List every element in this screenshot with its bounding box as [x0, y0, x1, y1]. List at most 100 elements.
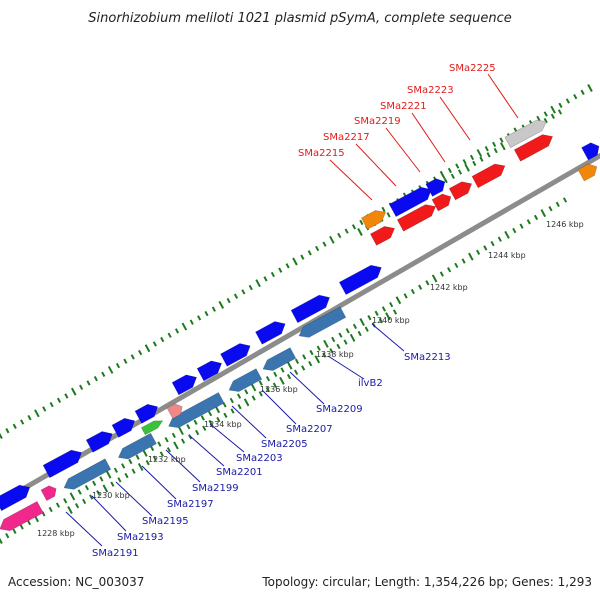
leader-bottom-2	[115, 481, 153, 517]
outer-upper-row-tick	[322, 241, 327, 247]
lower-inner-row-tick	[216, 416, 221, 423]
lower-inner-row-tick	[314, 355, 321, 364]
backbone-line	[0, 152, 600, 506]
outer-upper-row-tick	[462, 159, 467, 165]
lower-row-tick	[48, 506, 53, 513]
lower-inner-row-tick	[110, 481, 115, 487]
lower-row-tick	[178, 427, 184, 436]
outer-upper-row-tick	[101, 371, 106, 377]
outer-upper-row-tick	[211, 306, 216, 312]
leader-top-3	[411, 112, 446, 163]
lower-row-tick	[222, 402, 227, 408]
scale-label-1242: 1242 kbp	[430, 283, 468, 292]
lower-row-tick	[244, 389, 249, 395]
lower-inner-row-tick	[308, 360, 313, 367]
forward-gene-8	[255, 321, 286, 345]
leader-top-2	[385, 127, 421, 173]
lower-row-tick	[5, 532, 10, 539]
outer-upper-row-tick	[49, 401, 54, 408]
gene-label-sma2205: SMa2205	[261, 439, 308, 450]
lower-inner-row-tick	[195, 429, 200, 436]
inner-upper-row-tick	[557, 109, 563, 115]
lower-inner-row-tick	[237, 404, 242, 410]
lower-inner-row-tick	[294, 369, 299, 375]
lower-inner-row-tick	[385, 312, 391, 321]
lower-row-tick	[207, 410, 213, 417]
lower-row-tick	[77, 489, 82, 495]
lower-inner-row-tick	[378, 317, 383, 324]
outer-upper-row-tick	[27, 414, 32, 421]
lower-row-tick	[533, 214, 539, 221]
outer-upper-row-tick	[499, 137, 504, 143]
outer-upper-row-tick	[447, 167, 452, 174]
outer-upper-row-tick	[329, 235, 335, 244]
red-gene-5	[513, 134, 554, 162]
gene-label-sma2201: SMa2201	[216, 467, 263, 478]
outer-upper-row-tick	[0, 432, 3, 439]
outer-upper-row-tick	[226, 297, 231, 304]
outer-upper-row-tick	[115, 362, 121, 369]
forward-gene-12	[425, 178, 446, 197]
tick-rows	[0, 84, 593, 544]
summary-text: Topology: circular; Length: 1,354,226 bp…	[261, 575, 592, 589]
lower-row-tick	[69, 492, 76, 501]
outer-upper-row-tick	[204, 310, 209, 317]
outer-upper-row-tick	[174, 328, 180, 334]
reverse-gene-0	[63, 458, 112, 490]
gene-label-sma2197: SMa2197	[167, 499, 214, 510]
lower-inner-row-tick	[286, 373, 292, 380]
lower-row-tick	[519, 223, 524, 229]
red-gene-0	[369, 226, 396, 246]
inner-upper-row-tick	[386, 212, 391, 218]
inner-upper-row-tick	[500, 142, 506, 151]
outer-upper-row-tick	[455, 163, 460, 169]
outer-upper-row-tick	[218, 300, 225, 309]
lower-row-tick	[381, 306, 386, 312]
lower-inner-row-tick	[322, 352, 327, 358]
lower-inner-row-tick	[301, 365, 306, 371]
label-leaders	[65, 73, 519, 547]
lower-row-tick	[26, 519, 32, 526]
lower-inner-row-tick	[251, 395, 256, 401]
scale-label-1238: 1238 kbp	[316, 350, 354, 359]
lower-row-tick	[286, 361, 293, 370]
gene-label-sma2203: SMa2203	[236, 453, 283, 464]
lower-row-tick	[113, 467, 118, 473]
lower-row-tick	[229, 397, 234, 404]
outer-upper-row-tick	[130, 354, 135, 360]
lower-inner-row-tick	[67, 506, 73, 514]
outer-upper-row-tick	[79, 384, 84, 390]
reverse-gene-4	[262, 347, 297, 371]
lower-inner-row-tick	[152, 455, 157, 462]
lower-inner-row-tick	[117, 477, 122, 483]
outer-upper-row-tick	[93, 375, 98, 382]
outer-upper-row-tick	[144, 344, 151, 353]
outer-upper-row-tick	[86, 380, 91, 386]
forward-gene-3	[111, 417, 136, 438]
outer-upper-row-tick	[241, 289, 246, 295]
inner-upper-row-tick	[486, 152, 491, 158]
lower-row-tick	[12, 528, 17, 534]
lower-row-tick	[84, 485, 89, 491]
outer-upper-row-tick	[270, 271, 275, 278]
lower-row-tick	[280, 367, 285, 373]
lower-row-tick	[447, 267, 452, 273]
lower-inner-row-tick	[349, 333, 356, 342]
lower-row-tick	[135, 454, 140, 460]
genes	[0, 119, 600, 532]
leader-top-0	[329, 159, 373, 201]
scale-label-1244: 1244 kbp	[488, 251, 526, 260]
lower-row-tick	[63, 498, 68, 504]
outer-upper-row-tick	[64, 393, 69, 399]
lower-inner-row-tick	[145, 459, 150, 466]
leader-bottom-10	[327, 355, 365, 380]
inner-upper-row-tick	[543, 117, 548, 124]
outer-upper-row-tick	[285, 263, 290, 269]
lower-row-tick	[345, 328, 350, 334]
inner-upper-row-tick	[472, 160, 477, 167]
outer-upper-row-tick	[307, 250, 312, 256]
inner-upper-row-tick	[493, 147, 498, 154]
leader-bottom-1	[91, 495, 127, 532]
red-gene-1	[396, 204, 437, 232]
